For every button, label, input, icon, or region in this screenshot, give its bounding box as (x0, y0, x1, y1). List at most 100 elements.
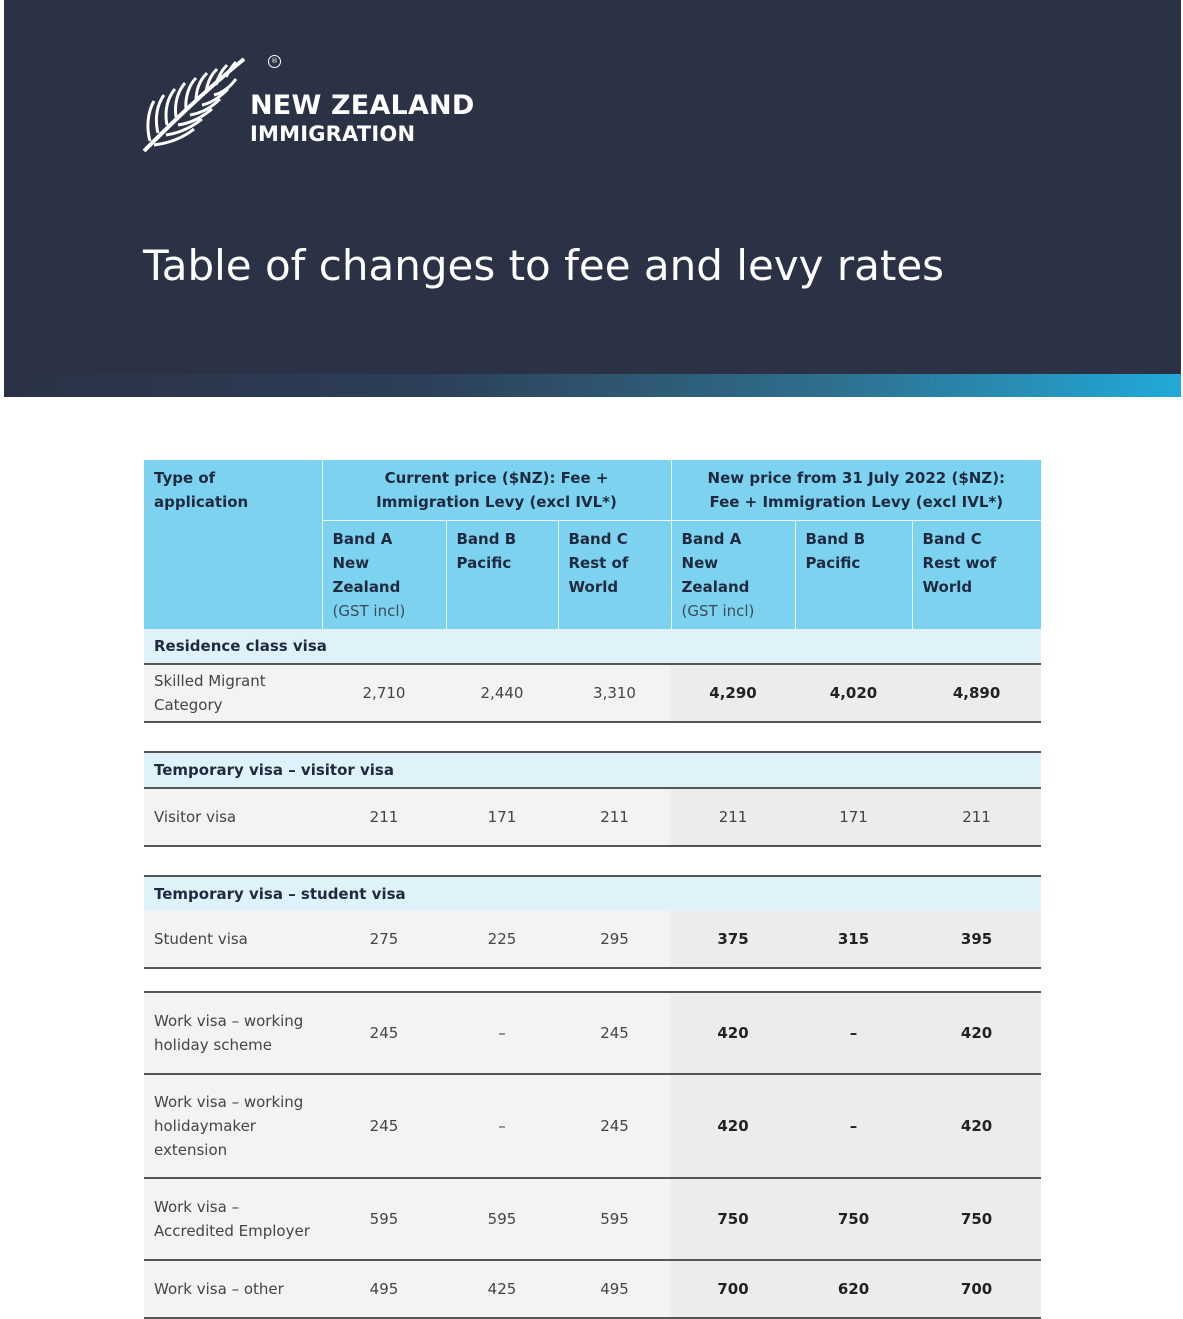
cell-value: 245 (558, 991, 672, 1075)
row-spacer (144, 722, 1042, 752)
cell-value: 620 (795, 1260, 913, 1319)
band-header: Band B Pacific (445, 520, 558, 629)
band-name: Band A (332, 530, 393, 548)
cell-value: 295 (558, 911, 672, 969)
band-note: (GST incl) (681, 602, 755, 620)
row-spacer (144, 968, 1042, 992)
band-region: Pacific (456, 554, 512, 572)
section-header: Temporary visa – student visa (144, 875, 1042, 911)
cell-value: 245 (322, 991, 446, 1075)
brand-name: NEW ZEALAND IMMIGRATION (250, 91, 474, 147)
cell-value: 2,440 (446, 663, 558, 723)
cell-value: 395 (912, 911, 1042, 969)
section-title: Temporary visa – visitor visa (144, 751, 1042, 788)
cell-value: 211 (912, 787, 1042, 847)
header-banner (4, 0, 1181, 374)
row-label: Skilled Migrant Category (144, 663, 322, 723)
band-header: Band B Pacific (794, 520, 913, 629)
cell-value: 275 (322, 911, 446, 969)
cell-value: 211 (558, 787, 672, 847)
section-title: Residence class visa (144, 629, 1042, 664)
band-note: (GST incl) (332, 602, 406, 620)
band-name: Band C (568, 530, 628, 548)
brand-line1: NEW ZEALAND (250, 90, 475, 121)
section-header: Residence class visa (144, 629, 1042, 664)
table-row: Skilled Migrant Category 2,710 2,440 3,3… (144, 663, 1042, 723)
cell-value: 420 (912, 1074, 1042, 1179)
cell-value: 495 (322, 1260, 446, 1319)
column-group-new: New price from 31 July 2022 ($NZ): Fee +… (670, 460, 1042, 521)
band-region: Rest wof World (922, 554, 997, 596)
table-row: Work visa – Accredited Employer 595 595 … (144, 1178, 1042, 1261)
cell-value: 245 (558, 1074, 672, 1179)
cell-value: – (795, 991, 913, 1075)
cell-value: 750 (795, 1178, 913, 1261)
cell-value: 171 (795, 787, 913, 847)
column-group-new-label: New price from 31 July 2022 ($NZ): Fee +… (707, 469, 1006, 511)
cell-value: 4,290 (671, 663, 796, 723)
cell-value: 4,890 (912, 663, 1042, 723)
band-name: Band B (456, 530, 517, 548)
band-region: New Zealand (681, 554, 750, 596)
cell-value: – (446, 991, 558, 1075)
band-header: Band A New Zealand (GST incl) (670, 520, 796, 629)
cell-value: 211 (671, 787, 796, 847)
cell-value: 211 (322, 787, 446, 847)
column-group-current-label: Current price ($NZ): Fee + Immigration L… (376, 469, 617, 511)
cell-value: 420 (912, 991, 1042, 1075)
band-region: Pacific (805, 554, 861, 572)
cell-value: 4,020 (795, 663, 913, 723)
row-spacer (144, 846, 1042, 876)
row-label: Work visa – other (144, 1260, 322, 1319)
cell-value: 3,310 (558, 663, 672, 723)
table-row: Work visa – working holiday scheme 245 –… (144, 991, 1042, 1075)
cell-value: 171 (446, 787, 558, 847)
row-label: Work visa – working holidaymaker extensi… (144, 1074, 322, 1179)
cell-value: 315 (795, 911, 913, 969)
cell-value: 595 (558, 1178, 672, 1261)
brand-line2: IMMIGRATION (250, 122, 416, 146)
band-name: Band B (805, 530, 866, 548)
table-row: Work visa – working holidaymaker extensi… (144, 1074, 1042, 1179)
cell-value: 375 (671, 911, 796, 969)
row-label: Student visa (144, 911, 322, 969)
column-group-current: Current price ($NZ): Fee + Immigration L… (321, 460, 672, 521)
column-header-type: Type of application (144, 460, 322, 629)
cell-value: 750 (671, 1178, 796, 1261)
table-row: Visitor visa 211 171 211 211 171 211 (144, 787, 1042, 847)
section-title: Temporary visa – student visa (144, 875, 1042, 911)
cell-value: 750 (912, 1178, 1042, 1261)
fee-table: Type of application Current price ($NZ):… (144, 460, 1042, 1319)
registered-mark: ® (268, 55, 281, 68)
band-name: Band A (681, 530, 742, 548)
logo: ® NEW ZEALAND IMMIGRATION (140, 55, 480, 165)
cell-value: 425 (446, 1260, 558, 1319)
gradient-stripe (4, 374, 1181, 397)
band-region: New Zealand (332, 554, 401, 596)
band-header: Band C Rest of World (557, 520, 672, 629)
band-name: Band C (922, 530, 982, 548)
page-title: Table of changes to fee and levy rates (143, 241, 945, 290)
table-row: Student visa 275 225 295 375 315 395 (144, 911, 1042, 969)
band-header: Band A New Zealand (GST incl) (321, 520, 446, 629)
cell-value: 595 (446, 1178, 558, 1261)
column-header-type-label: Type of application (154, 469, 249, 511)
cell-value: 420 (671, 991, 796, 1075)
cell-value: 225 (446, 911, 558, 969)
cell-value: 495 (558, 1260, 672, 1319)
cell-value: 420 (671, 1074, 796, 1179)
band-region: Rest of World (568, 554, 629, 596)
cell-value: 700 (912, 1260, 1042, 1319)
cell-value: 700 (671, 1260, 796, 1319)
cell-value: 245 (322, 1074, 446, 1179)
row-label: Work visa – working holiday scheme (144, 991, 322, 1075)
table-row: Work visa – other 495 425 495 700 620 70… (144, 1260, 1042, 1319)
band-header: Band C Rest wof World (911, 520, 1042, 629)
fern-icon (142, 57, 246, 153)
section-header: Temporary visa – visitor visa (144, 751, 1042, 788)
cell-value: – (446, 1074, 558, 1179)
cell-value: 2,710 (322, 663, 446, 723)
row-label: Visitor visa (144, 787, 322, 847)
row-label: Work visa – Accredited Employer (144, 1178, 322, 1261)
cell-value: 595 (322, 1178, 446, 1261)
